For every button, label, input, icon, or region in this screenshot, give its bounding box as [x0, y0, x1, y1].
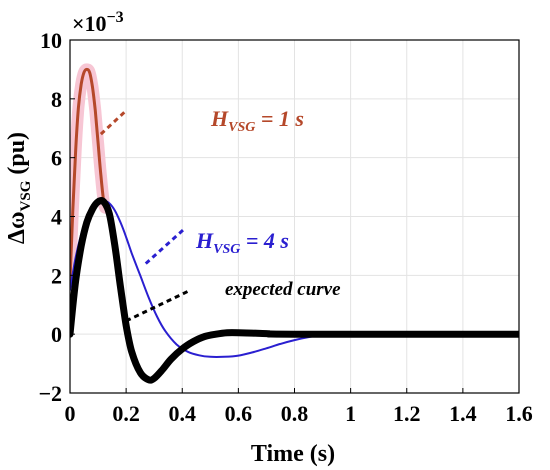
x-tick-label: 0.2: [112, 401, 140, 426]
annotation-layer: HVSG = 1 s HVSG = 4 s expected curve: [99, 106, 341, 323]
tick-marks: [69, 39, 520, 394]
annotation-label: HVSG = 4 s: [195, 228, 289, 257]
y-tick-labels: −2 0 2 4 6 8 10: [38, 28, 62, 406]
y-tick-label: 4: [51, 205, 62, 230]
series-layer: [70, 63, 519, 384]
series-expected-curve-line: [70, 197, 519, 384]
series-hvsg-1s-line: [70, 67, 107, 283]
x-tick-label: 1.2: [393, 401, 421, 426]
x-axis-title: Time (s): [251, 441, 335, 467]
annotation-label: expected curve: [225, 279, 341, 300]
y-tick-label: 0: [51, 322, 62, 347]
y-tick-label: 8: [51, 87, 62, 112]
annotation-leader-line: [125, 288, 192, 323]
x-tick-label: 1.6: [505, 401, 533, 426]
annotation-leader-line: [144, 227, 187, 265]
x-tick-label: 1.4: [449, 401, 477, 426]
y-tick-label: 10: [40, 28, 62, 53]
y-tick-label: −2: [38, 381, 62, 406]
x-tick-labels: 0 0.2 0.4 0.6 0.8 1 1.2 1.4 1.6: [65, 401, 533, 426]
grid-lines: [69, 39, 520, 394]
x-tick-label: 1: [345, 401, 356, 426]
y-axis-exponent: ×10−3: [72, 9, 124, 36]
x-tick-label: 0: [65, 401, 76, 426]
annotation-label: HVSG = 1 s: [210, 106, 304, 135]
x-tick-label: 0.6: [225, 401, 253, 426]
x-tick-label: 0.4: [169, 401, 197, 426]
x-tick-label: 0.8: [281, 401, 309, 426]
y-axis-title: ΔωVSG (pu): [4, 132, 34, 244]
y-tick-label: 6: [51, 146, 62, 171]
annotation-leader-line: [99, 109, 128, 136]
y-tick-label: 2: [51, 263, 62, 288]
